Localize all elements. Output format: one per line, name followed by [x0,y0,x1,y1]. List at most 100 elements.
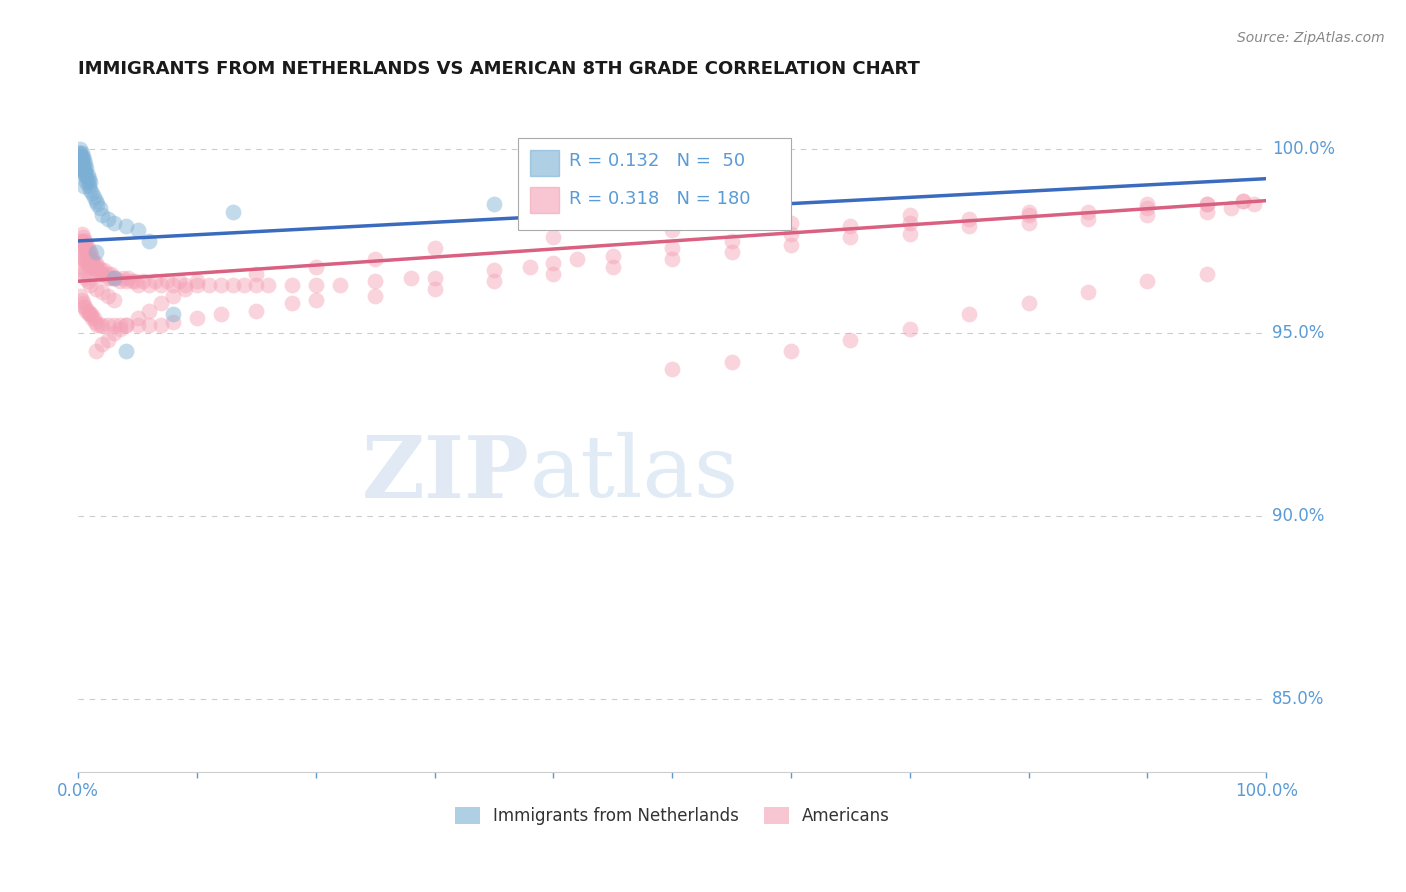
Point [221,277,243,292]
Point [156,274,179,288]
Point [70,161,93,175]
Point [221,204,243,219]
Point [150,277,173,292]
Point [70,157,93,171]
Point [86,197,108,211]
Point [73,179,96,194]
Point [1195,197,1218,211]
Point [209,277,232,292]
Point [84,244,107,259]
Point [138,303,160,318]
Point [73,252,96,267]
Point [839,333,862,347]
Point [423,270,446,285]
Point [70,234,93,248]
Point [103,326,125,340]
Point [75,168,97,182]
Point [103,270,125,285]
Point [198,277,221,292]
Point [1018,204,1040,219]
Point [543,267,565,281]
Point [73,241,96,255]
Point [1136,208,1159,222]
Point [281,277,304,292]
Point [364,252,387,267]
Point [82,260,104,274]
Point [76,249,98,263]
Point [77,307,100,321]
Point [661,362,683,376]
Point [79,260,101,274]
Point [73,267,96,281]
Point [75,161,97,175]
Point [1136,274,1159,288]
Point [75,303,97,318]
Point [75,252,97,267]
Point [72,237,94,252]
Point [167,274,190,288]
Point [780,227,803,241]
Point [162,289,184,303]
Point [1136,197,1159,211]
Point [79,307,101,321]
Point [1195,204,1218,219]
FancyBboxPatch shape [530,187,560,213]
Point [1232,194,1254,208]
Point [76,256,98,270]
Point [72,230,94,244]
Point [77,179,100,194]
Point [75,241,97,255]
Point [1077,211,1099,226]
Point [80,256,103,270]
Point [83,190,105,204]
Point [112,270,135,285]
Point [105,270,128,285]
Point [83,256,105,270]
Point [661,190,683,204]
Point [839,219,862,234]
Point [132,274,155,288]
Point [69,146,91,161]
Point [127,277,149,292]
Point [97,333,120,347]
Point [70,150,93,164]
Point [86,318,108,333]
Point [127,310,149,325]
Point [90,318,112,333]
Point [543,230,565,244]
Point [98,270,121,285]
Point [75,157,97,171]
Point [780,237,803,252]
Point [186,310,208,325]
Point [84,263,107,277]
Point [839,230,862,244]
Point [138,277,160,292]
Text: R = 0.318   N = 180: R = 0.318 N = 180 [569,191,751,209]
Point [720,244,742,259]
Point [305,260,328,274]
Point [281,296,304,310]
Point [1243,197,1265,211]
Point [1195,197,1218,211]
Point [69,142,91,156]
Point [245,267,267,281]
Point [75,300,97,314]
Point [108,274,131,288]
Point [79,183,101,197]
Point [89,201,111,215]
Point [174,277,197,292]
Point [97,289,120,303]
Point [83,260,105,274]
Point [150,296,173,310]
Point [75,234,97,248]
Point [661,252,683,267]
Point [70,146,93,161]
Point [75,168,97,182]
Point [80,307,103,321]
Point [72,164,94,178]
Point [114,274,136,288]
Point [72,263,94,277]
Point [89,318,111,333]
Point [108,322,131,336]
Point [70,153,93,168]
